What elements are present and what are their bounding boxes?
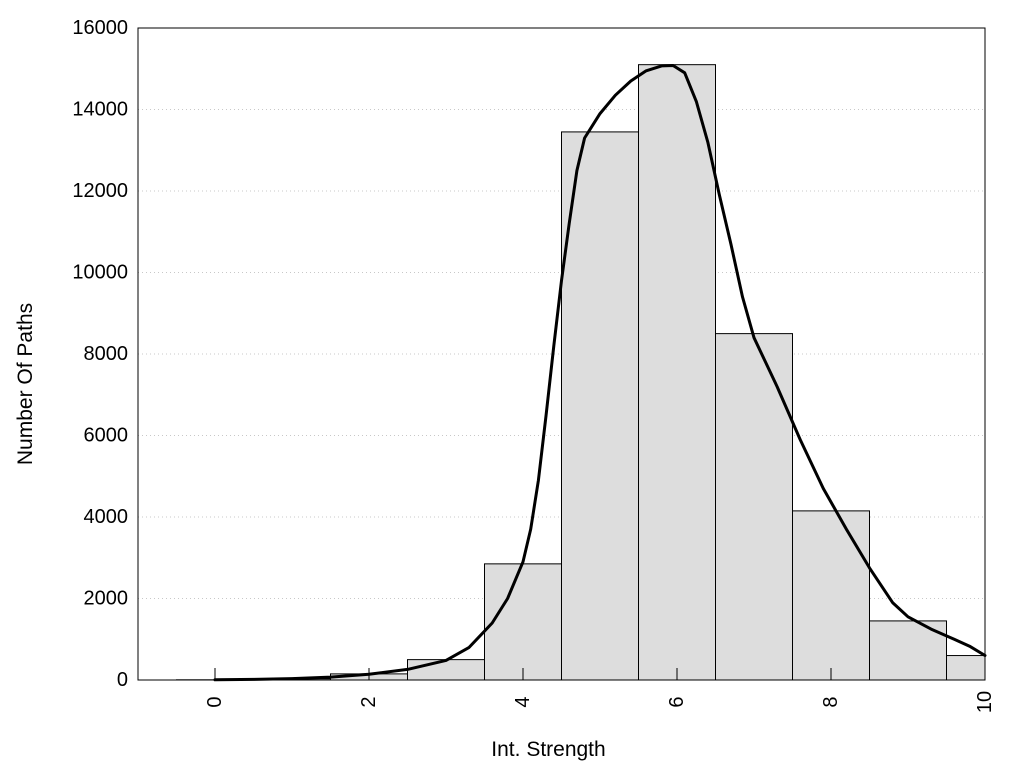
x-tick-label: 6 — [666, 696, 688, 707]
histogram-bar — [484, 563, 562, 681]
x-tick-label: 4 — [512, 696, 534, 707]
x-axis-label: Int. Strength — [491, 738, 605, 761]
histogram-bar — [715, 333, 793, 681]
y-axis-label: Number Of Paths — [14, 303, 37, 465]
histogram-bar — [407, 659, 485, 681]
y-axis-ticks: 0 2000 4000 6000 8000 10000 12000 14000 16000 — [72, 17, 128, 691]
y-tick-label: 8000 — [84, 343, 129, 365]
histogram-bar — [869, 620, 947, 681]
histogram-bar — [792, 510, 870, 681]
x-axis-ticks: 0 2 4 6 8 10 — [204, 668, 996, 713]
y-tick-label: 6000 — [84, 425, 129, 447]
histogram-bar — [561, 131, 639, 681]
histogram-bar — [946, 655, 986, 681]
x-tick-label: 8 — [820, 696, 842, 707]
y-tick-label: 2000 — [84, 588, 129, 610]
x-tick-label: 10 — [974, 691, 996, 713]
y-tick-label: 10000 — [72, 262, 128, 284]
y-tick-label: 12000 — [72, 180, 128, 202]
y-tick-label: 4000 — [84, 506, 129, 528]
density-curve-layer — [213, 64, 987, 682]
histogram-bar — [638, 64, 716, 681]
y-tick-label: 14000 — [72, 99, 128, 121]
x-tick-label: 2 — [358, 696, 380, 707]
x-tick-label: 0 — [204, 696, 226, 707]
density-curve — [213, 64, 987, 682]
histogram-bars — [176, 64, 986, 681]
plot-frame — [137, 27, 986, 681]
y-tick-label: 16000 — [72, 17, 128, 39]
y-tick-label: 0 — [117, 669, 128, 691]
